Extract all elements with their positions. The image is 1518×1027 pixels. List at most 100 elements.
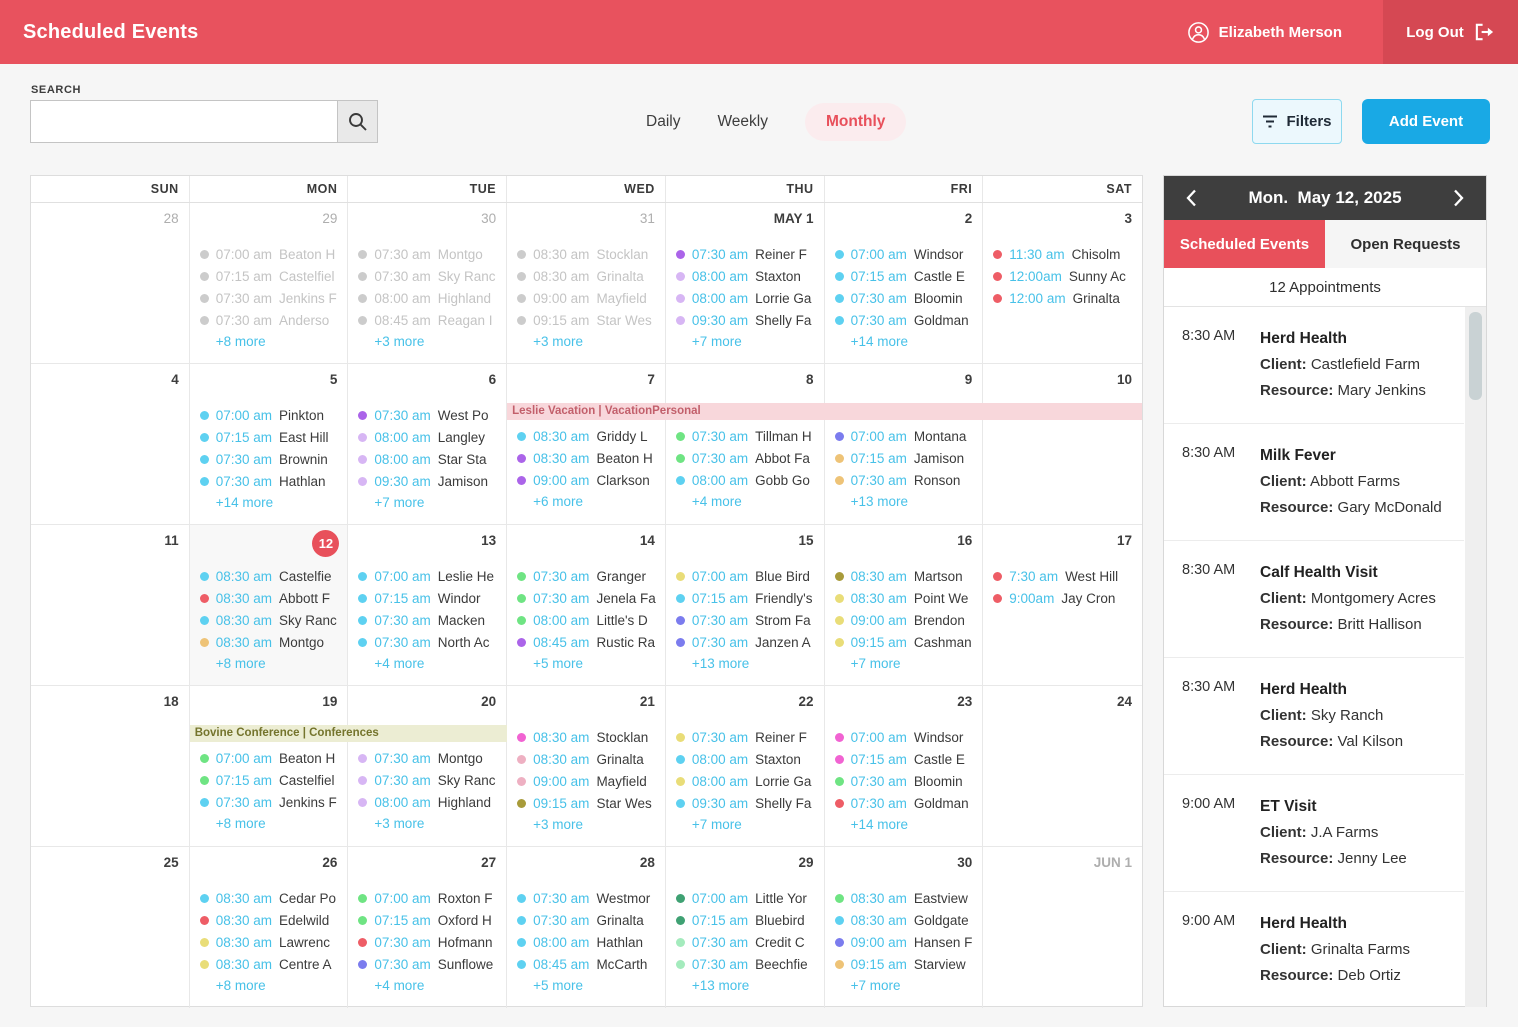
calendar-event[interactable]: 07:30 am Sunflowe [358,953,506,975]
more-events-link[interactable]: +14 more [215,495,274,510]
day-cell-13[interactable]: 13 07:00 am Leslie He 07:15 am Windor 07:30 a… [348,525,508,686]
day-cell-14[interactable]: 14 07:30 am Granger 07:30 am Jenela Fa 08:00 … [507,525,666,686]
more-events-link[interactable]: +4 more [691,494,742,509]
calendar-event[interactable]: 07:15 am Castelfiel [199,265,348,287]
calendar-event[interactable]: 07:30 am Westmor [517,887,665,909]
calendar-event[interactable]: 08:30 am Stocklan [517,243,665,265]
calendar-event[interactable]: 08:30 am Sky Ranc [199,609,348,631]
more-events-link[interactable]: +13 more [850,494,908,509]
more-events-link[interactable]: +7 more [850,978,901,993]
view-monthly[interactable]: Monthly [805,103,907,141]
calendar-event[interactable]: 09:00 am Brendon [834,609,983,631]
calendar-event[interactable]: 07:30 am Reiner F [675,243,824,265]
calendar-event[interactable]: 08:00 am Little's D [517,609,665,631]
calendar-event[interactable]: 07:30 am Goldman [834,309,983,331]
day-cell-19[interactable]: 19 07:00 am Beaton H 07:15 am Castelfiel 07:3… [189,686,349,847]
calendar-event[interactable]: 09:30 am Shelly Fa [675,792,824,814]
calendar-event[interactable]: 09:30 am Shelly Fa [675,309,824,331]
more-events-link[interactable]: +3 more [533,817,584,832]
calendar-event[interactable]: 07:00 am Windsor [834,726,983,748]
calendar-event[interactable]: 09:00 am Clarkson [517,469,665,491]
appointment-item[interactable]: 8:30 AM Calf Health Visit Client: Montgome… [1164,541,1464,658]
tab-open-requests[interactable]: Open Requests [1325,220,1486,268]
more-events-link[interactable]: +4 more [374,978,425,993]
calendar-event[interactable]: 07:15 am Castelfiel [199,769,348,791]
day-cell-28[interactable]: 28 [31,203,190,364]
calendar-event[interactable]: 08:30 am Martson [834,565,983,587]
day-cell-15[interactable]: 15 07:00 am Blue Bird 07:15 am Friendly's 07:… [665,525,825,686]
calendar-event[interactable]: 08:00 am Langley [358,426,506,448]
calendar-event[interactable]: 07:30 am Beechfie [675,953,824,975]
multi-day-event-banner[interactable]: Leslie Vacation | VacationPersonal [507,403,1142,420]
day-cell-may-1[interactable]: MAY 1 07:30 am Reiner F 08:00 am Staxton 08:0… [665,203,825,364]
day-cell-jun-1[interactable]: JUN 1 [983,847,1142,1008]
more-events-link[interactable]: +3 more [374,816,425,831]
tab-scheduled-events[interactable]: Scheduled Events [1164,220,1325,268]
sidebar-scrollbar[interactable] [1465,307,1486,1007]
calendar-event[interactable]: 07:30 am Hathlan [199,470,348,492]
calendar-event[interactable]: 07:30 am Ronson [834,469,983,491]
prev-day-chevron-icon[interactable] [1186,189,1197,207]
calendar-event[interactable]: 08:30 am Lawrenc [199,931,348,953]
calendar-event[interactable]: 07:30 am Janzen A [675,631,824,653]
more-events-link[interactable]: +6 more [533,494,584,509]
calendar-event[interactable]: 07:30 am Goldman [834,792,983,814]
scrollbar-thumb[interactable] [1469,312,1482,400]
view-daily[interactable]: Daily [646,113,681,130]
filters-button[interactable]: Filters [1252,99,1342,144]
day-cell-31[interactable]: 31 08:30 am Stocklan 08:30 am Grinalta 09:00 … [507,203,666,364]
day-cell-5[interactable]: 5 07:00 am Pinkton 07:15 am East Hill 07:30 a… [189,364,349,525]
next-day-chevron-icon[interactable] [1453,189,1464,207]
calendar-event[interactable]: 07:00 am Blue Bird [675,565,824,587]
more-events-link[interactable]: +5 more [533,978,584,993]
calendar-event[interactable]: 07:30 am Bloomin [834,770,983,792]
calendar-event[interactable]: 07:00 am Little Yor [675,887,824,909]
appointment-item[interactable]: 8:30 AM Herd Health Client: Sky Ranch Resou… [1164,658,1464,775]
calendar-event[interactable]: 08:00 am Highland [358,287,506,309]
calendar-event[interactable]: 11:30 am Chisolm [993,243,1142,265]
appointment-item[interactable]: 8:30 AM Milk Fever Client: Abbott Farms Res… [1164,424,1464,541]
calendar-event[interactable]: 07:15 am Bluebird [675,909,824,931]
calendar-event[interactable]: 09:00 am Mayfield [517,770,665,792]
more-events-link[interactable]: +13 more [691,656,750,671]
calendar-event[interactable]: 07:15 am Oxford H [358,909,506,931]
calendar-event[interactable]: 07:15 am East Hill [199,426,348,448]
calendar-event[interactable]: 08:30 am Beaton H [517,447,665,469]
day-cell-20[interactable]: 20 07:30 am Montgo 07:30 am Sky Ranc 08:00 am… [348,686,508,847]
search-button[interactable] [337,100,378,143]
more-events-link[interactable]: +5 more [533,656,584,671]
calendar-event[interactable]: 09:00 am Hansen F [834,931,983,953]
day-cell-12[interactable]: 12 08:30 am Castelfie 08:30 am Abbott F 08:30… [189,525,349,686]
calendar-event[interactable]: 08:30 am Point We [834,587,983,609]
calendar-event[interactable]: 09:15 am Cashman [834,631,983,653]
calendar-event[interactable]: 08:00 am Gobb Go [675,469,824,491]
calendar-event[interactable]: 09:15 am Star Wes [517,309,665,331]
add-event-button[interactable]: Add Event [1362,99,1490,144]
calendar-event[interactable]: 07:30 am Strom Fa [675,609,824,631]
more-events-link[interactable]: +8 more [215,978,266,993]
more-events-link[interactable]: +8 more [215,816,266,831]
day-cell-30[interactable]: 30 07:30 am Montgo 07:30 am Sky Ranc 08:00 am… [348,203,508,364]
calendar-event[interactable]: 07:00 am Pinkton [199,404,348,426]
day-cell-21[interactable]: 21 08:30 am Stocklan 08:30 am Grinalta 09:00 … [507,686,666,847]
calendar-event[interactable]: 07:00 am Leslie He [358,565,506,587]
day-cell-30[interactable]: 30 08:30 am Eastview 08:30 am Goldgate 09:00 … [825,847,984,1008]
calendar-event[interactable]: 07:30 am Jenkins F [199,287,348,309]
more-events-link[interactable]: +8 more [215,656,266,671]
calendar-event[interactable]: 07:30 am Brownin [199,448,348,470]
day-cell-29[interactable]: 29 07:00 am Little Yor 07:15 am Bluebird 07:3… [666,847,825,1008]
calendar-event[interactable]: 7:30 am West Hill [993,565,1142,587]
calendar-event[interactable]: 07:30 am Hofmann [358,931,506,953]
calendar-event[interactable]: 08:00 am Staxton [675,748,824,770]
day-cell-23[interactable]: 23 07:00 am Windsor 07:15 am Castle E 07:30 a… [824,686,984,847]
more-events-link[interactable]: +3 more [374,334,425,349]
calendar-event[interactable]: 07:30 am Granger [517,565,665,587]
appointment-item[interactable]: 8:30 AM Herd Health Client: Castlefield Fa… [1164,307,1464,424]
day-cell-17[interactable]: 17 7:30 am West Hill 9:00am Jay Cron [983,525,1142,686]
day-cell-29[interactable]: 29 07:00 am Beaton H 07:15 am Castelfiel 07:3… [189,203,349,364]
calendar-event[interactable]: 07:15 am Castle E [834,748,983,770]
calendar-event[interactable]: 07:00 am Beaton H [199,747,348,769]
day-cell-4[interactable]: 4 [31,364,190,525]
calendar-event[interactable]: 08:30 am Cedar Po [199,887,348,909]
calendar-event[interactable]: 08:45 am Rustic Ra [517,631,665,653]
